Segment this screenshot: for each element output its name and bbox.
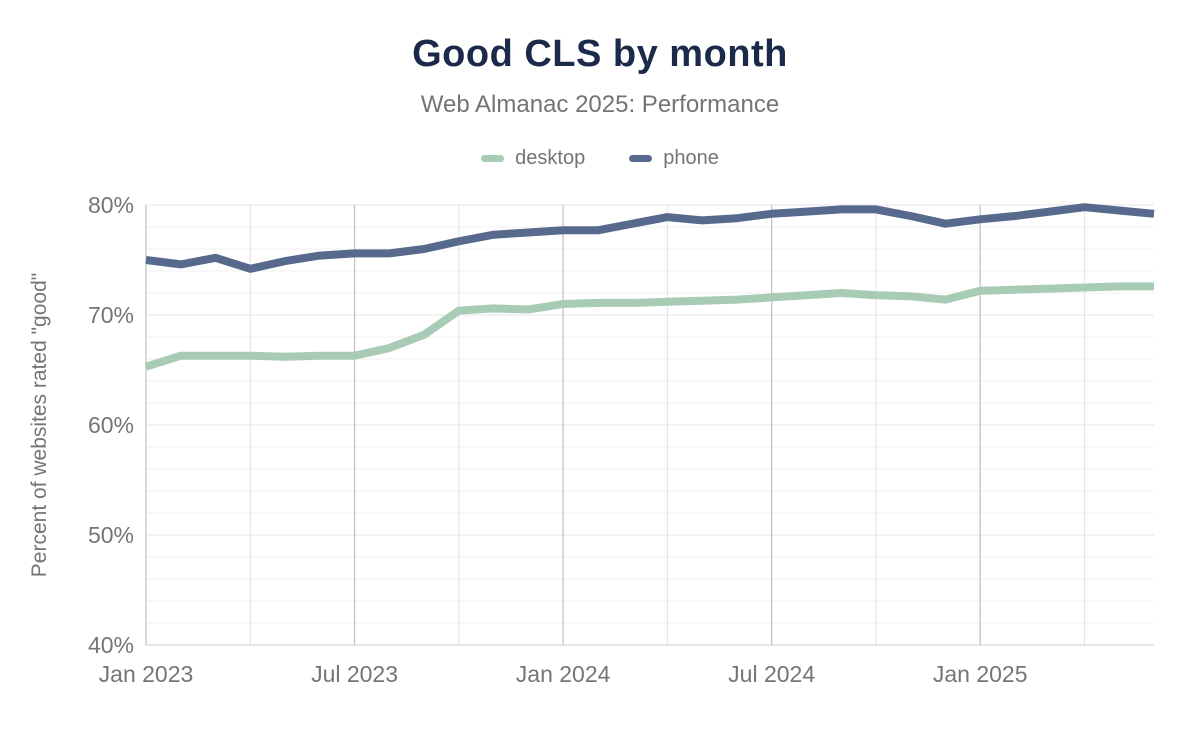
y-tick-label: 40% — [88, 632, 134, 658]
y-axis-title: Percent of websites rated "good" — [28, 273, 51, 577]
y-tick-label: 70% — [88, 302, 134, 328]
x-tick-label: Jul 2023 — [311, 661, 398, 687]
y-tick-label: 80% — [88, 192, 134, 218]
phone-line — [145, 203, 1155, 273]
chart-legend: desktop phone — [0, 147, 1200, 170]
legend-swatch-phone-icon — [629, 155, 653, 162]
data-series — [144, 203, 1155, 371]
x-tick-label: Jan 2025 — [933, 661, 1028, 687]
y-tick-label: 60% — [88, 412, 134, 438]
axis-tick-labels: 40% 50% 60% 70% 80% Jan 2023 Jul 2023 Jan 2024 J… — [88, 192, 1028, 687]
legend-item-desktop: desktop — [481, 147, 585, 170]
chart-title: Good CLS by month — [412, 33, 788, 75]
legend-label-desktop: desktop — [515, 147, 586, 169]
x-tick-label: Jan 2023 — [99, 661, 194, 687]
gridlines-major — [145, 204, 1154, 646]
legend-item-phone: phone — [629, 147, 719, 170]
desktop-line — [144, 282, 1154, 371]
chart-subtitle: Web Almanac 2025: Performance — [420, 91, 780, 118]
y-tick-label: 50% — [88, 522, 134, 548]
x-tick-label: Jan 2024 — [516, 661, 611, 687]
legend-label-phone: phone — [663, 147, 719, 169]
legend-swatch-desktop-icon — [481, 155, 505, 162]
x-tick-label: Jul 2024 — [728, 661, 815, 687]
